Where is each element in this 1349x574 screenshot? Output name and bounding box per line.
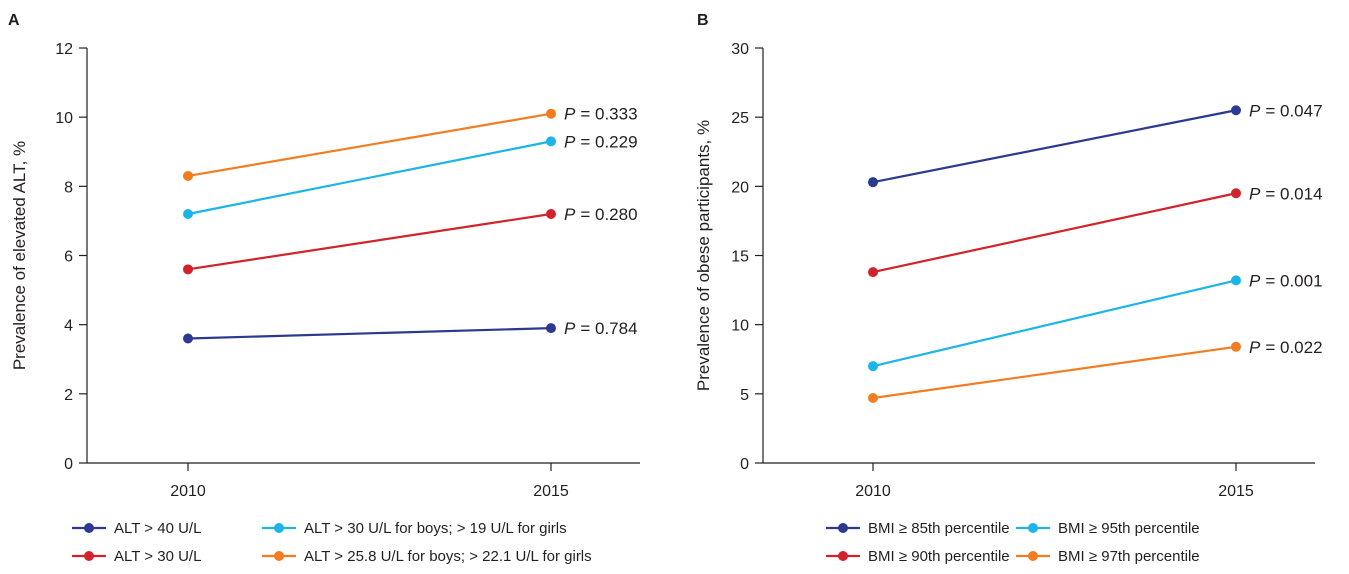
p-symbol: P bbox=[564, 205, 576, 224]
p-value-label: P = 0.022 bbox=[1249, 338, 1323, 357]
p-symbol: P bbox=[564, 319, 576, 338]
panel-letter-a: A bbox=[8, 12, 20, 29]
x-tick-label: 2015 bbox=[533, 483, 569, 500]
p-value-text: = 0.001 bbox=[1265, 271, 1322, 290]
p-value-label: P = 0.333 bbox=[564, 105, 638, 124]
y-tick-label: 5 bbox=[740, 387, 749, 404]
series-line bbox=[187, 112, 552, 178]
p-symbol: P bbox=[564, 105, 576, 124]
legend-label: ALT > 30 U/L bbox=[114, 548, 201, 565]
legend-marker bbox=[274, 551, 284, 561]
data-point bbox=[868, 392, 878, 403]
series-line bbox=[872, 109, 1237, 184]
data-point bbox=[546, 136, 556, 147]
series-line bbox=[872, 279, 1237, 368]
legend-marker bbox=[274, 523, 284, 533]
p-symbol: P bbox=[1249, 338, 1261, 357]
y-tick-label: 10 bbox=[55, 110, 73, 127]
x-tick-label: 2010 bbox=[855, 483, 891, 500]
y-tick-label: 12 bbox=[55, 41, 73, 58]
y-tick-label: 20 bbox=[731, 179, 749, 196]
legend-label: BMI ≥ 95th percentile bbox=[1058, 520, 1200, 537]
p-symbol: P bbox=[1249, 101, 1261, 120]
legend-label: BMI ≥ 85th percentile bbox=[868, 520, 1010, 537]
y-axis-title: Prevalence of obese participants, % bbox=[694, 120, 713, 391]
legend-marker bbox=[84, 551, 94, 561]
p-symbol: P bbox=[1249, 271, 1261, 290]
y-tick-label: 6 bbox=[64, 249, 73, 266]
legend-label: BMI ≥ 90th percentile bbox=[868, 548, 1010, 565]
y-tick-label: 2 bbox=[64, 387, 73, 404]
legend-marker bbox=[838, 551, 848, 561]
p-value-text: = 0.014 bbox=[1265, 184, 1322, 203]
y-tick-label: 10 bbox=[731, 318, 749, 335]
p-value-text: = 0.229 bbox=[580, 132, 637, 151]
y-tick-label: 0 bbox=[740, 456, 749, 473]
x-tick-label: 2015 bbox=[1218, 483, 1254, 500]
p-value-label: P = 0.047 bbox=[1249, 101, 1323, 120]
x-tick-label: 2010 bbox=[170, 483, 206, 500]
y-tick-label: 25 bbox=[731, 110, 749, 127]
p-value-label: P = 0.229 bbox=[564, 132, 638, 151]
legend-label: BMI ≥ 97th percentile bbox=[1058, 548, 1200, 565]
y-tick-label: 4 bbox=[64, 318, 73, 335]
p-value-label: P = 0.784 bbox=[564, 319, 638, 338]
data-point bbox=[546, 323, 556, 334]
p-value-text: = 0.784 bbox=[580, 319, 637, 338]
p-symbol: P bbox=[1249, 184, 1261, 203]
data-point bbox=[1231, 275, 1241, 286]
panel-letter-b: B bbox=[697, 12, 709, 29]
y-axis-title: Prevalence of elevated ALT, % bbox=[10, 141, 29, 370]
series-line bbox=[872, 345, 1237, 400]
series-line bbox=[187, 212, 552, 271]
series-line bbox=[187, 140, 552, 216]
data-point bbox=[183, 264, 193, 275]
p-value-label: P = 0.280 bbox=[564, 205, 638, 224]
data-point bbox=[183, 209, 193, 219]
series-line bbox=[187, 327, 552, 340]
legend-marker bbox=[838, 523, 848, 533]
data-point bbox=[546, 108, 556, 119]
data-point bbox=[1231, 341, 1241, 352]
legend-marker bbox=[1028, 551, 1038, 561]
legend-marker bbox=[84, 523, 94, 533]
p-value-text: = 0.280 bbox=[580, 205, 637, 224]
data-point bbox=[546, 209, 556, 219]
p-value-label: P = 0.001 bbox=[1249, 271, 1323, 290]
data-point bbox=[868, 177, 878, 188]
legend-label: ALT > 40 U/L bbox=[114, 520, 201, 537]
p-value-text: = 0.047 bbox=[1265, 101, 1322, 120]
legend-marker bbox=[1028, 523, 1038, 533]
p-value-text: = 0.333 bbox=[580, 105, 637, 124]
y-tick-label: 30 bbox=[731, 41, 749, 58]
y-tick-label: 8 bbox=[64, 179, 73, 196]
p-value-text: = 0.022 bbox=[1265, 338, 1322, 357]
p-symbol: P bbox=[564, 132, 576, 151]
data-point bbox=[183, 170, 193, 181]
y-tick-label: 15 bbox=[731, 249, 749, 266]
series-line bbox=[872, 192, 1237, 274]
data-point bbox=[868, 361, 878, 372]
legend-label: ALT > 25.8 U/L for boys; > 22.1 U/L for … bbox=[304, 548, 592, 565]
p-value-label: P = 0.014 bbox=[1249, 184, 1323, 203]
data-point bbox=[868, 267, 878, 278]
y-tick-label: 0 bbox=[64, 456, 73, 473]
data-point bbox=[183, 333, 193, 344]
data-point bbox=[1231, 105, 1241, 116]
data-point bbox=[1231, 188, 1241, 199]
legend-label: ALT > 30 U/L for boys; > 19 U/L for girl… bbox=[304, 520, 567, 537]
